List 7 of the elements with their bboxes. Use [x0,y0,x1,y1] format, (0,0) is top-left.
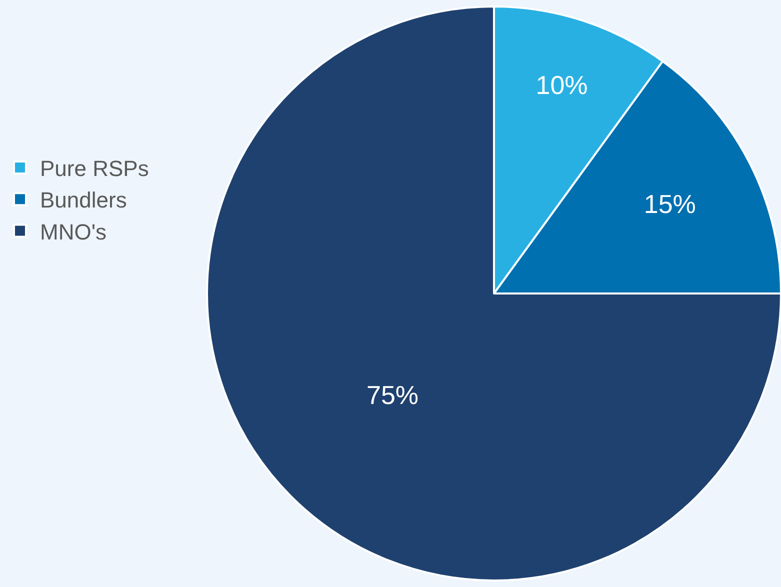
legend-label: Bundlers [40,188,127,213]
legend-label: Pure RSPs [40,156,149,182]
pie-slice [206,6,781,582]
legend-label: MNO's [40,219,107,244]
data-label: 75% [366,380,419,410]
data-label: 10% [536,70,588,100]
data-label: 15% [644,188,696,219]
